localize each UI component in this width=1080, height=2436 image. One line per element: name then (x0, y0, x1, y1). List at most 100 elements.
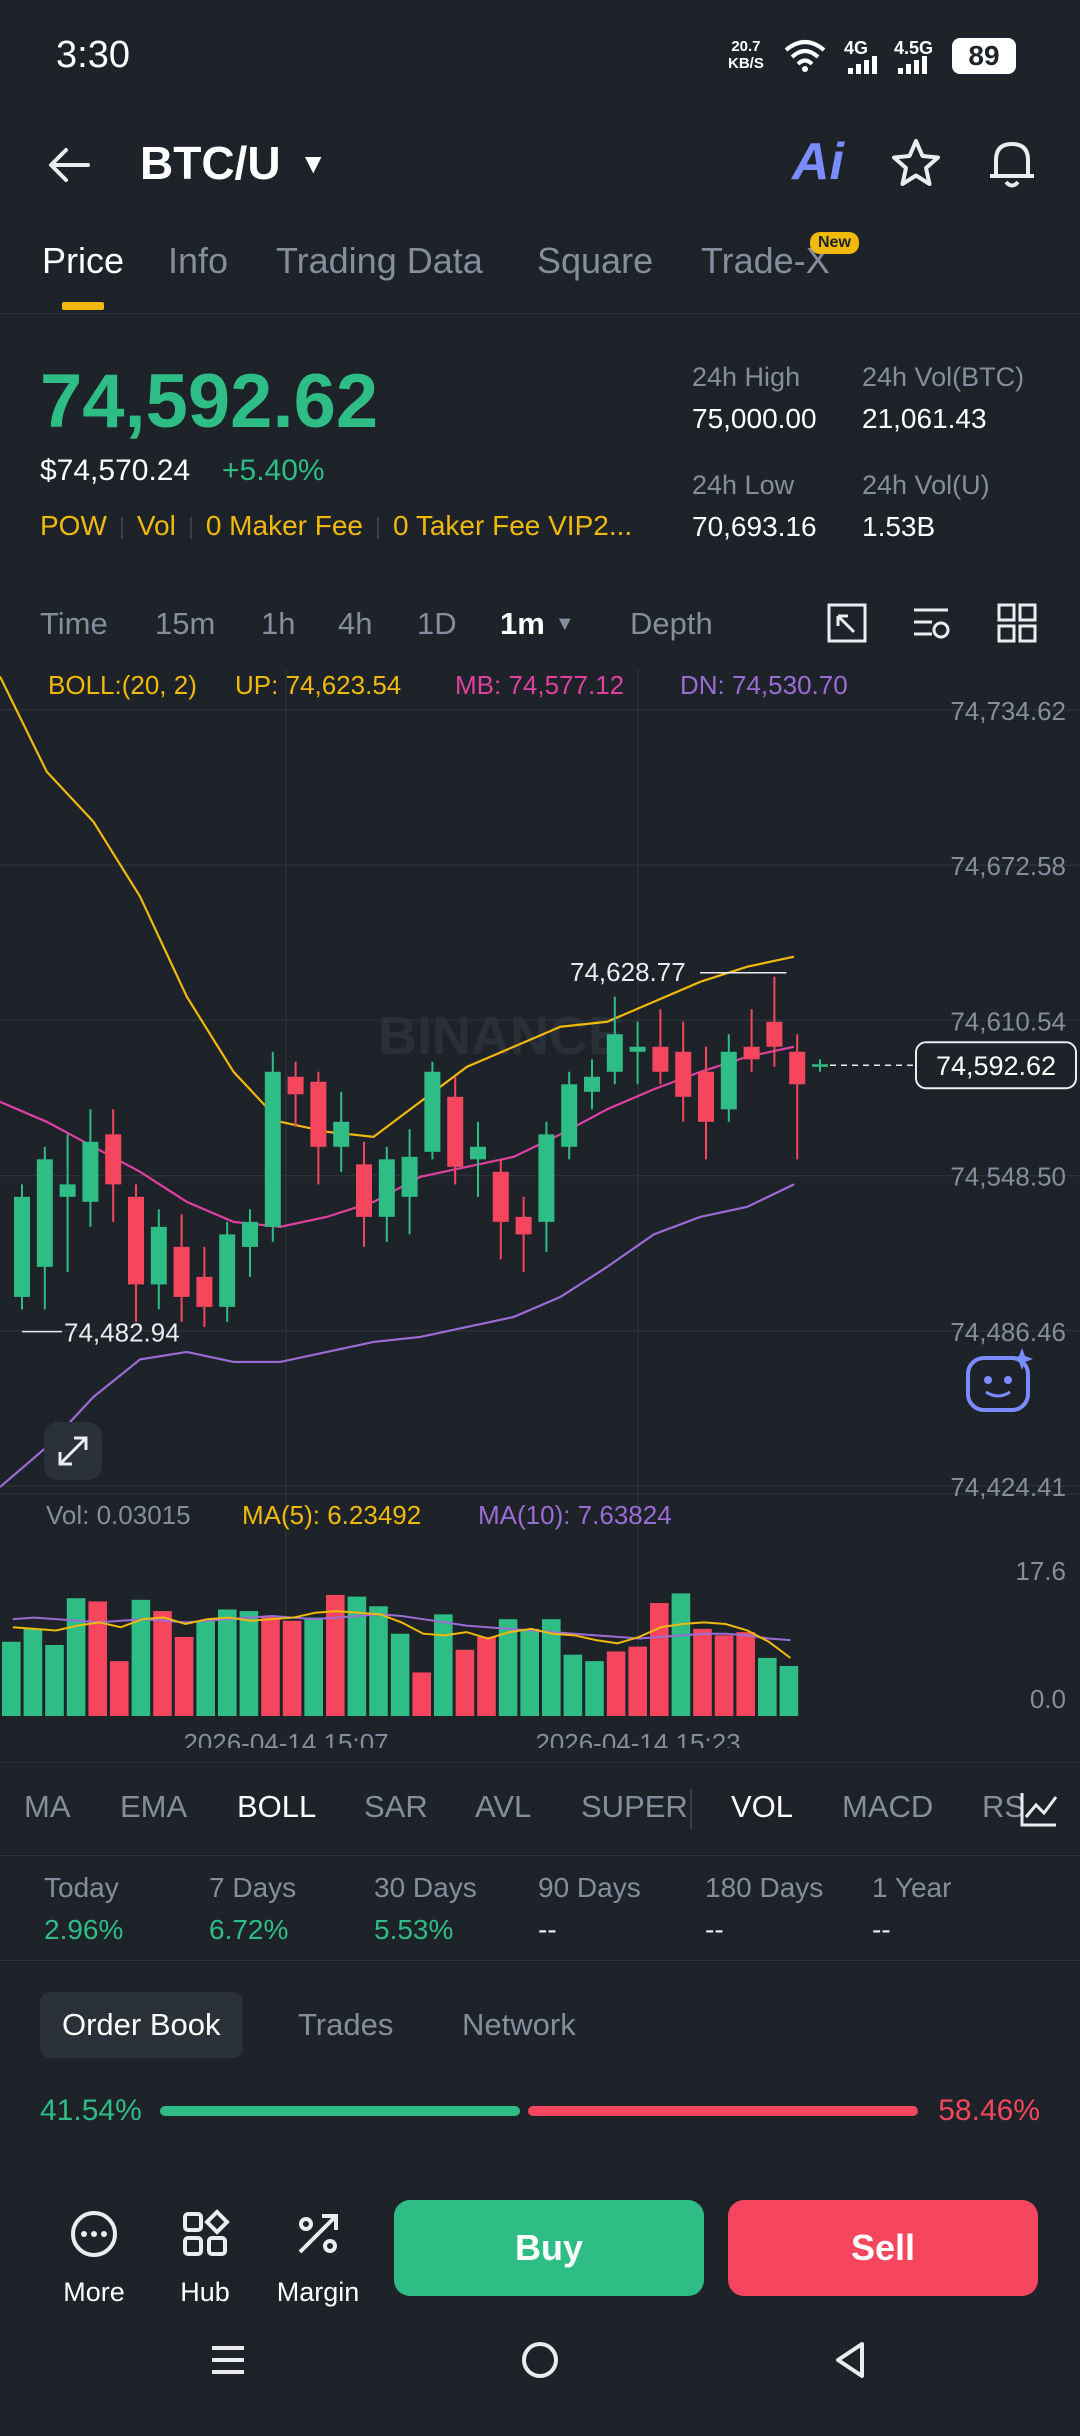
current-price-tag (915, 1041, 1077, 1090)
perf-value: 6.72% (209, 1914, 289, 1945)
buy-button[interactable]: Buy (394, 2200, 704, 2296)
candle-body (720, 1051, 737, 1110)
boll-dn-label: DN: 74,530.70 (680, 670, 848, 700)
expand-chart-icon[interactable] (44, 1422, 102, 1480)
candle-body (789, 1051, 806, 1085)
tf-1d[interactable]: 1D (417, 606, 457, 641)
candle-body (36, 1159, 53, 1267)
perf-label: 180 Days (705, 1872, 824, 1903)
volume-bar (174, 1636, 194, 1716)
timeframe-bar: Time 15m 1h 4h 1D 1m ▼ Depth (0, 590, 1080, 660)
price-change: +5.40% (222, 454, 325, 487)
tab-order-book[interactable]: Order Book (40, 1992, 243, 2058)
fullscreen-icon[interactable] (826, 602, 868, 644)
tf-1m[interactable]: 1m ▼ (500, 606, 575, 642)
tf-1h[interactable]: 1h (261, 606, 296, 641)
tag-pow[interactable]: POW (40, 510, 107, 541)
grid-layout-icon[interactable] (996, 602, 1038, 644)
sell-button[interactable]: Sell (728, 2200, 1038, 2296)
signal-label-1: 4G (844, 38, 869, 58)
wifi-icon (784, 40, 826, 72)
tab-price[interactable]: Price (42, 240, 125, 281)
ind-macd[interactable]: MACD (842, 1789, 934, 1824)
hub-button[interactable]: Hub (160, 2170, 250, 2308)
candle-body (59, 1184, 76, 1197)
status-time: 3:30 (56, 34, 130, 76)
volume-bar (88, 1601, 107, 1716)
tab-trades[interactable]: Trades (298, 2007, 394, 2042)
back-nav-icon[interactable] (830, 2340, 870, 2380)
hub-label: Hub (180, 2277, 230, 2307)
star-icon[interactable] (888, 136, 944, 192)
tf-15m[interactable]: 15m (155, 606, 216, 641)
ai-icon[interactable]: Ai (792, 133, 844, 191)
tf-4h[interactable]: 4h (338, 606, 373, 641)
perf-today: Today 2.96% (44, 1872, 123, 1946)
price-chart[interactable]: BOLL:(20, 2) UP: 74,623.54 MB: 74,577.12… (0, 668, 1080, 1748)
divider (0, 1960, 1080, 1961)
volume-bar (671, 1593, 691, 1716)
candle-body (561, 1084, 578, 1147)
candle-body (743, 1046, 760, 1060)
tab-network[interactable]: Network (462, 2007, 576, 2042)
min-price-label: 74,482.94 (64, 1318, 180, 1348)
net-speed-value: 20.7 (731, 38, 761, 55)
app-header: BTC/U ▼ Ai (0, 120, 1080, 220)
top-tabs: Price Info Trading Data Square Trade-X N… (0, 230, 1080, 314)
candle-body (766, 1021, 783, 1047)
candle-body (538, 1134, 555, 1222)
ind-boll[interactable]: BOLL (237, 1789, 317, 1824)
volume-bar (520, 1628, 539, 1716)
volume-bar (326, 1594, 345, 1716)
usd-price: $74,570.24 (40, 454, 191, 487)
perf-180d: 180 Days -- (705, 1872, 823, 1946)
volume-bar (606, 1651, 626, 1716)
boll-middle-line (0, 1045, 795, 1228)
boll-upper-line (0, 676, 795, 1138)
recent-apps-icon[interactable] (208, 2340, 248, 2380)
ind-sar[interactable]: SAR (364, 1789, 428, 1824)
stat-value: 70,693.16 (692, 511, 817, 542)
tag-vol[interactable]: Vol (136, 510, 176, 541)
margin-button[interactable]: Margin (268, 2170, 368, 2308)
buy-ratio: 41.54% (40, 2094, 142, 2127)
back-arrow-icon[interactable] (46, 142, 92, 188)
candle-body (606, 1034, 623, 1072)
net-speed-unit: KB/S (728, 55, 764, 72)
perf-label: 1 Year (872, 1872, 952, 1903)
ind-vol[interactable]: VOL (731, 1789, 794, 1824)
tf-depth[interactable]: Depth (630, 606, 713, 641)
pair-selector[interactable]: BTC/U ▼ (140, 136, 327, 190)
volume-bar (110, 1661, 129, 1716)
ai-assistant-icon[interactable] (966, 1348, 1033, 1412)
tab-trading-data[interactable]: Trading Data (276, 240, 483, 281)
home-icon[interactable] (520, 2340, 560, 2380)
ind-rsi[interactable]: RSI (982, 1789, 1022, 1824)
more-button[interactable]: More (46, 2170, 142, 2308)
ind-ema[interactable]: EMA (120, 1789, 188, 1824)
tag-maker-fee[interactable]: 0 Maker Fee (205, 510, 363, 541)
candle-body (698, 1071, 714, 1122)
volume-bar (196, 1620, 215, 1716)
tag-taker-fee[interactable]: 0 Taker Fee VIP2... (393, 510, 633, 541)
candle-body (470, 1146, 486, 1160)
boll-up-label: UP: 74,623.54 (235, 670, 401, 700)
stat-24h-high: 24h High 75,000.00 (692, 362, 817, 435)
volume-bar (650, 1603, 669, 1716)
indicator-chart-icon[interactable] (1018, 1789, 1060, 1829)
candle-body (196, 1276, 213, 1307)
candle-body (629, 1046, 646, 1052)
volume-bar (23, 1628, 43, 1716)
tab-square[interactable]: Square (537, 240, 654, 281)
ind-ma[interactable]: MA (24, 1789, 71, 1824)
perf-1y: 1 Year -- (872, 1872, 951, 1946)
x-label-2: 2026-04-14 15:23 (535, 1728, 740, 1748)
tab-trade-x[interactable]: Trade-X (701, 240, 830, 281)
chart-settings-icon[interactable] (910, 602, 952, 644)
bell-icon[interactable] (984, 134, 1040, 194)
tf-time[interactable]: Time (40, 606, 108, 641)
pair-name: BTC/U (140, 137, 281, 189)
ind-avl[interactable]: AVL (475, 1789, 532, 1824)
tab-info[interactable]: Info (168, 240, 229, 281)
ind-super[interactable]: SUPER (581, 1789, 688, 1824)
